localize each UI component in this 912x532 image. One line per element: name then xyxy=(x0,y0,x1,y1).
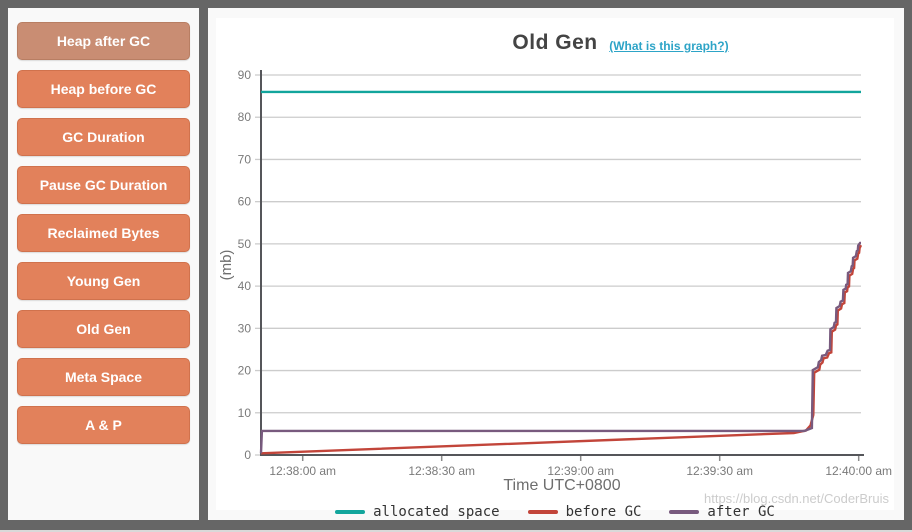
allocated-space-dash-icon xyxy=(335,510,366,514)
legend-label: before GC xyxy=(565,504,642,520)
sidebar-button-heap-after-gc[interactable]: Heap after GC xyxy=(17,22,190,60)
svg-text:12:39:00 am: 12:39:00 am xyxy=(547,464,614,476)
svg-text:70: 70 xyxy=(238,152,252,166)
chart-legend: allocated space before GC after GC xyxy=(216,504,894,520)
sidebar-button-heap-before-gc[interactable]: Heap before GC xyxy=(17,70,190,108)
sidebar-button-old-gen[interactable]: Old Gen xyxy=(17,310,190,348)
svg-text:(mb): (mb) xyxy=(218,250,235,281)
svg-text:12:38:30 am: 12:38:30 am xyxy=(408,464,475,476)
legend-item-before-gc[interactable]: before GC xyxy=(527,504,642,520)
sidebar-button-a-and-p[interactable]: A & P xyxy=(17,406,190,444)
sidebar-button-meta-space[interactable]: Meta Space xyxy=(17,358,190,396)
svg-text:0: 0 xyxy=(244,448,251,462)
svg-text:50: 50 xyxy=(238,237,252,251)
what-is-this-graph-link[interactable]: (What is this graph?) xyxy=(609,39,729,53)
svg-text:10: 10 xyxy=(238,406,252,420)
chart-title-row: Old Gen (What is this graph?) xyxy=(216,18,894,64)
old-gen-chart-card: Old Gen (What is this graph?) 0 10 20 30 40 5… xyxy=(216,18,894,520)
x-axis-title: Time UTC+0800 xyxy=(503,477,621,494)
before-gc-dash-icon xyxy=(527,510,558,514)
svg-text:12:39:30 am: 12:39:30 am xyxy=(686,464,753,476)
svg-text:60: 60 xyxy=(238,195,252,209)
chart-panel: Old Gen (What is this graph?) 0 10 20 30 40 5… xyxy=(208,8,904,520)
svg-text:90: 90 xyxy=(238,68,252,82)
svg-text:30: 30 xyxy=(238,321,252,335)
gc-line-chart[interactable]: 0 10 20 30 40 50 60 70 80 90 12:38:00 am 12:38:30 a… xyxy=(217,64,893,476)
svg-text:12:38:00 am: 12:38:00 am xyxy=(269,464,336,476)
svg-text:12:40:00 am: 12:40:00 am xyxy=(825,464,892,476)
sidebar-button-reclaimed-bytes[interactable]: Reclaimed Bytes xyxy=(17,214,190,252)
legend-item-allocated-space[interactable]: allocated space xyxy=(335,504,500,520)
svg-text:80: 80 xyxy=(238,110,252,124)
svg-text:20: 20 xyxy=(238,364,252,378)
legend-label: allocated space xyxy=(373,504,500,520)
legend-item-after-gc[interactable]: after GC xyxy=(669,504,775,520)
sidebar-button-young-gen[interactable]: Young Gen xyxy=(17,262,190,300)
svg-text:40: 40 xyxy=(238,279,252,293)
after-gc-dash-icon xyxy=(669,510,700,514)
metric-sidebar: Heap after GC Heap before GC GC Duration… xyxy=(8,8,199,520)
sidebar-button-pause-gc-duration[interactable]: Pause GC Duration xyxy=(17,166,190,204)
legend-label: after GC xyxy=(707,504,775,520)
sidebar-button-gc-duration[interactable]: GC Duration xyxy=(17,118,190,156)
chart-title: Old Gen xyxy=(512,31,598,54)
